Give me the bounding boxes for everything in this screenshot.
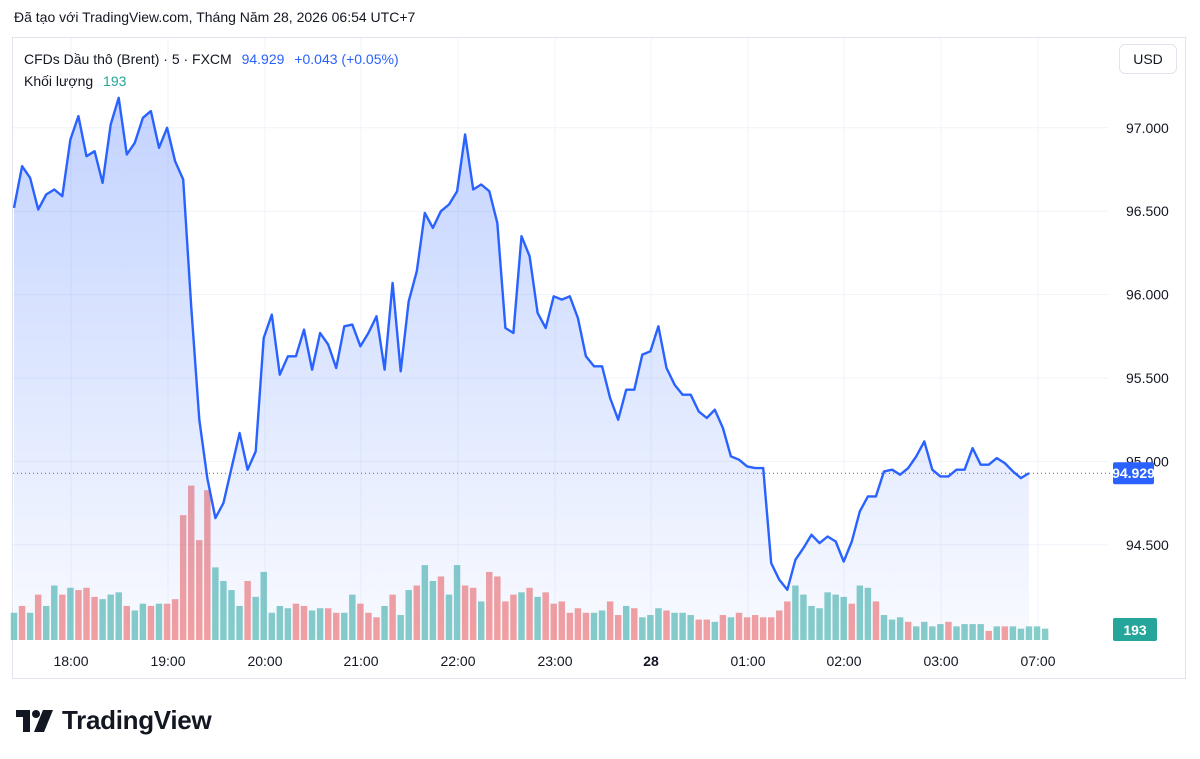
price-change-value: +0.043 (+0.05%) xyxy=(294,51,399,67)
x-tick-label: 03:00 xyxy=(923,653,958,669)
x-tick-label: 23:00 xyxy=(537,653,572,669)
price-line xyxy=(12,96,1030,591)
y-tick-label: 96.000 xyxy=(1126,287,1169,303)
x-tick-label: 02:00 xyxy=(826,653,861,669)
y-tick-label: 94.500 xyxy=(1126,537,1169,553)
chart-credit: Đã tạo với TradingView.com, Tháng Năm 28… xyxy=(14,9,416,25)
x-tick-label: 01:00 xyxy=(730,653,765,669)
y-tick-label: 96.500 xyxy=(1126,203,1169,219)
tradingview-logo: TradingView xyxy=(16,705,212,736)
x-tick-label: 21:00 xyxy=(343,653,378,669)
x-tick-label: 28 xyxy=(643,653,659,669)
x-tick-label: 18:00 xyxy=(53,653,88,669)
x-tick-label: 07:00 xyxy=(1020,653,1055,669)
chart-frame xyxy=(12,37,1186,679)
volume-tag-label: 193 xyxy=(1123,622,1147,638)
chart-legend: CFDs Dầu thô (Brent) · 5 · FXCM 94.929 +… xyxy=(24,48,399,92)
volume-bar xyxy=(1033,626,1041,640)
volume-label: Khối lượng xyxy=(24,73,94,89)
volume-value: 193 xyxy=(103,73,127,89)
volume-tag xyxy=(1113,618,1157,641)
y-tick-label: 97.000 xyxy=(1126,120,1169,136)
last-price-tag xyxy=(1113,462,1154,485)
symbol-label: CFDs Dầu thô (Brent) · 5 · FXCM xyxy=(24,51,232,67)
price-area xyxy=(14,97,1029,641)
tradingview-logo-icon xyxy=(16,709,53,732)
x-tick-label: 20:00 xyxy=(247,653,282,669)
x-tick-label: 22:00 xyxy=(440,653,475,669)
logo-text: TradingView xyxy=(62,705,212,735)
y-tick-label: 95.500 xyxy=(1126,370,1169,386)
currency-button[interactable]: USD xyxy=(1119,44,1177,74)
last-price-value: 94.929 xyxy=(241,51,285,67)
last-price-tag-label: 94.929 xyxy=(1112,465,1155,481)
x-axis: 18:00 19:00 20:00 21:00 22:00 23:00 28 01:00 02:… xyxy=(53,653,1055,669)
axis-tags: 94.929 193 xyxy=(1112,462,1157,641)
volume-bar xyxy=(1041,628,1049,640)
x-tick-label: 19:00 xyxy=(150,653,185,669)
